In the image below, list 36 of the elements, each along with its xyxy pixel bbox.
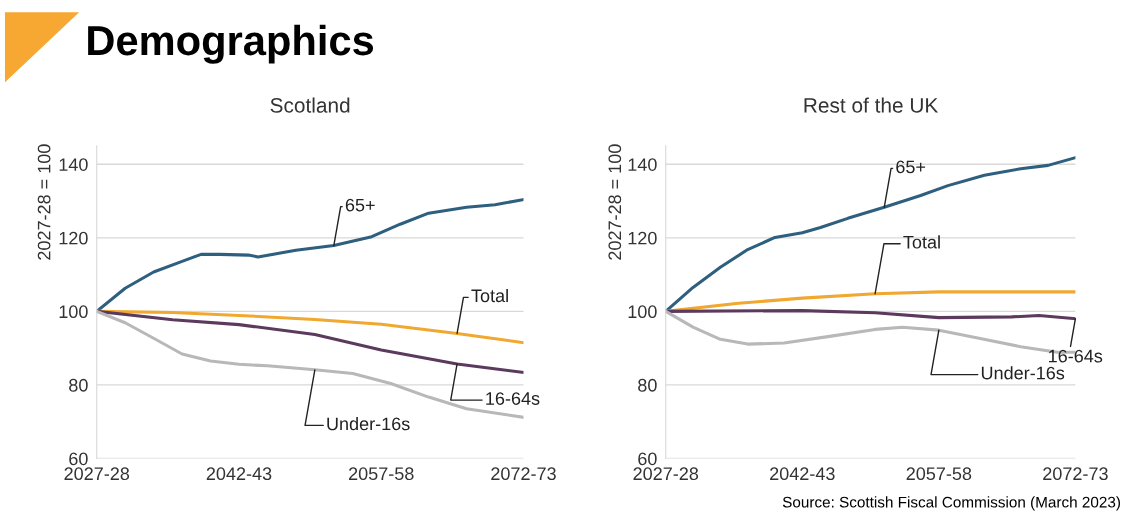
y-tick-label: 60 <box>638 452 657 466</box>
y-axis-title: 2027-28 = 100 <box>37 144 51 260</box>
y-tick-label: 60 <box>69 452 88 466</box>
y-axis-title: 2027-28 = 100 <box>608 144 622 260</box>
y-tick-label: 140 <box>59 158 88 171</box>
x-tick-label: 2072-73 <box>491 467 556 481</box>
y-tick-label: 120 <box>59 231 88 245</box>
y-tick-label: 80 <box>69 378 88 392</box>
x-tick-label: 2057-58 <box>906 467 972 481</box>
series-label: Total <box>471 288 508 303</box>
chart-title: Rest of the UK <box>804 97 939 113</box>
source-note: Source: Scottish Fiscal Commission (March 2023) <box>782 496 1120 511</box>
x-tick-label: 2027-28 <box>64 467 130 481</box>
x-tick-label: 2057-58 <box>349 467 414 481</box>
y-tick-label: 100 <box>628 305 657 319</box>
chart-title: Scotland <box>270 97 350 113</box>
text: Demographics <box>88 24 374 64</box>
text: Total <box>903 235 940 249</box>
x-tick-label: 2027-28 <box>633 467 699 481</box>
series-label: 16-64s <box>486 392 540 405</box>
x-tick-label: 2072-73 <box>1043 467 1108 481</box>
line-series <box>96 198 524 313</box>
line-series <box>665 156 1076 313</box>
x-tick-label: 2042-43 <box>770 467 835 481</box>
series-label: Under-16s <box>327 416 410 431</box>
x-tick-label: 2042-43 <box>206 467 272 481</box>
series-label: 16-64s <box>1049 349 1103 363</box>
series-label: 65+ <box>345 198 375 212</box>
y-tick-label: 100 <box>59 305 88 319</box>
line-series <box>665 309 1076 321</box>
series-label: Under-16s <box>981 366 1065 380</box>
line-series <box>96 309 524 374</box>
y-tick-label: 80 <box>638 378 657 392</box>
series-label: 65+ <box>896 160 926 174</box>
y-tick-label: 140 <box>628 158 657 171</box>
y-tick-label: 120 <box>628 231 657 245</box>
